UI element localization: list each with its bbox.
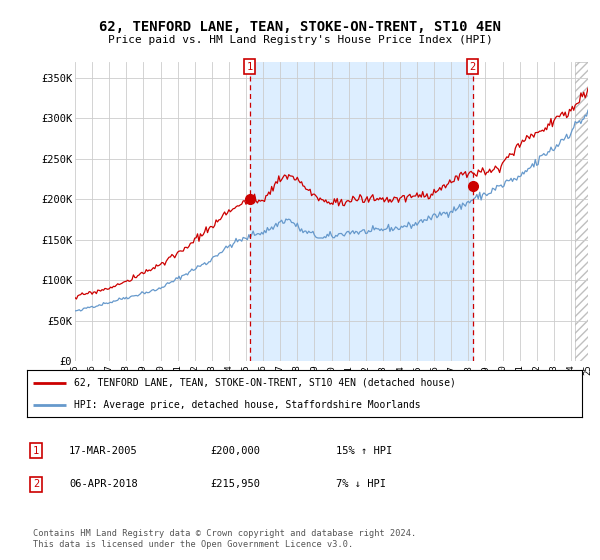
Text: 62, TENFORD LANE, TEAN, STOKE-ON-TRENT, ST10 4EN (detached house): 62, TENFORD LANE, TEAN, STOKE-ON-TRENT, … (74, 378, 456, 388)
Text: 1: 1 (247, 62, 253, 72)
Text: HPI: Average price, detached house, Staffordshire Moorlands: HPI: Average price, detached house, Staf… (74, 400, 421, 410)
Text: Contains HM Land Registry data © Crown copyright and database right 2024.
This d: Contains HM Land Registry data © Crown c… (33, 529, 416, 549)
Bar (575, 62, 588, 361)
Text: Price paid vs. HM Land Registry's House Price Index (HPI): Price paid vs. HM Land Registry's House … (107, 35, 493, 45)
Text: £200,000: £200,000 (210, 446, 260, 456)
Text: £215,950: £215,950 (210, 479, 260, 489)
Text: 1: 1 (33, 446, 39, 456)
Text: 62, TENFORD LANE, TEAN, STOKE-ON-TRENT, ST10 4EN: 62, TENFORD LANE, TEAN, STOKE-ON-TRENT, … (99, 20, 501, 34)
Text: 15% ↑ HPI: 15% ↑ HPI (336, 446, 392, 456)
Text: 7% ↓ HPI: 7% ↓ HPI (336, 479, 386, 489)
Bar (250, 62, 473, 361)
Text: 17-MAR-2005: 17-MAR-2005 (69, 446, 138, 456)
Bar (575, 62, 588, 361)
Text: 2: 2 (33, 479, 39, 489)
Text: 2: 2 (470, 62, 476, 72)
Text: 06-APR-2018: 06-APR-2018 (69, 479, 138, 489)
